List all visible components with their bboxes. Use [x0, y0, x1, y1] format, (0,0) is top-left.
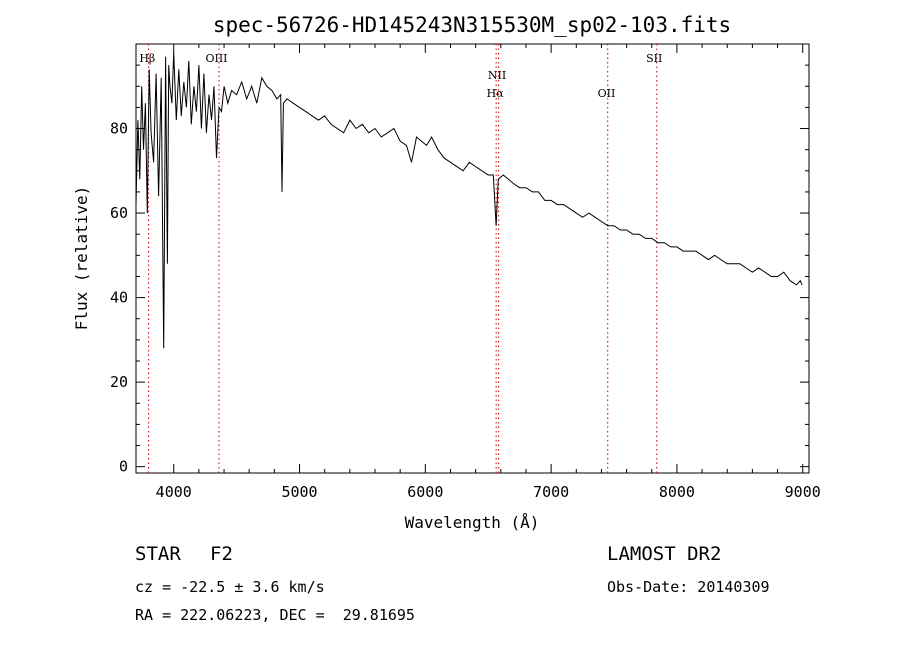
- object-subclass: F2: [210, 543, 233, 565]
- obs-date-text: Obs-Date: 20140309: [607, 578, 770, 596]
- chart-title: spec-56726-HD145243N315530M_sp02-103.fit…: [213, 13, 731, 37]
- y-tick-label: 40: [110, 289, 128, 307]
- survey-name: LAMOST DR2: [607, 543, 722, 565]
- line-label: SII: [646, 52, 662, 65]
- y-tick-label: 0: [119, 458, 128, 476]
- y-tick-label: 80: [110, 120, 128, 138]
- x-tick-label: 6000: [407, 483, 443, 501]
- spectrum-line: [135, 52, 803, 349]
- y-tick-label: 60: [110, 204, 128, 222]
- redshift-text: cz = -22.5 ± 3.6 km/s: [135, 578, 325, 596]
- plot-frame: [135, 43, 810, 474]
- line-label: NII: [488, 69, 506, 82]
- line-label: OII: [598, 87, 616, 100]
- x-axis-label: Wavelength (Å): [405, 513, 540, 532]
- x-tick-label: 7000: [533, 483, 569, 501]
- x-tick-label: 8000: [659, 483, 695, 501]
- y-axis-label: Flux (relative): [72, 186, 91, 331]
- x-tick-label: 9000: [785, 483, 821, 501]
- x-tick-label: 5000: [281, 483, 317, 501]
- object-class: STAR: [135, 543, 181, 565]
- line-label: OIII: [205, 52, 227, 65]
- emission-line-markers: Hβ OIII NII Hα OII SII: [139, 44, 662, 473]
- y-tick-label: 20: [110, 373, 128, 391]
- line-label: Hα: [487, 87, 505, 100]
- axis-ticks: 4000 5000 6000 7000 8000 9000 0 20 40 60 80: [110, 44, 821, 501]
- line-label: Hβ: [139, 52, 155, 65]
- x-tick-label: 4000: [156, 483, 192, 501]
- coords-text: RA = 222.06223, DEC = 29.81695: [135, 606, 415, 624]
